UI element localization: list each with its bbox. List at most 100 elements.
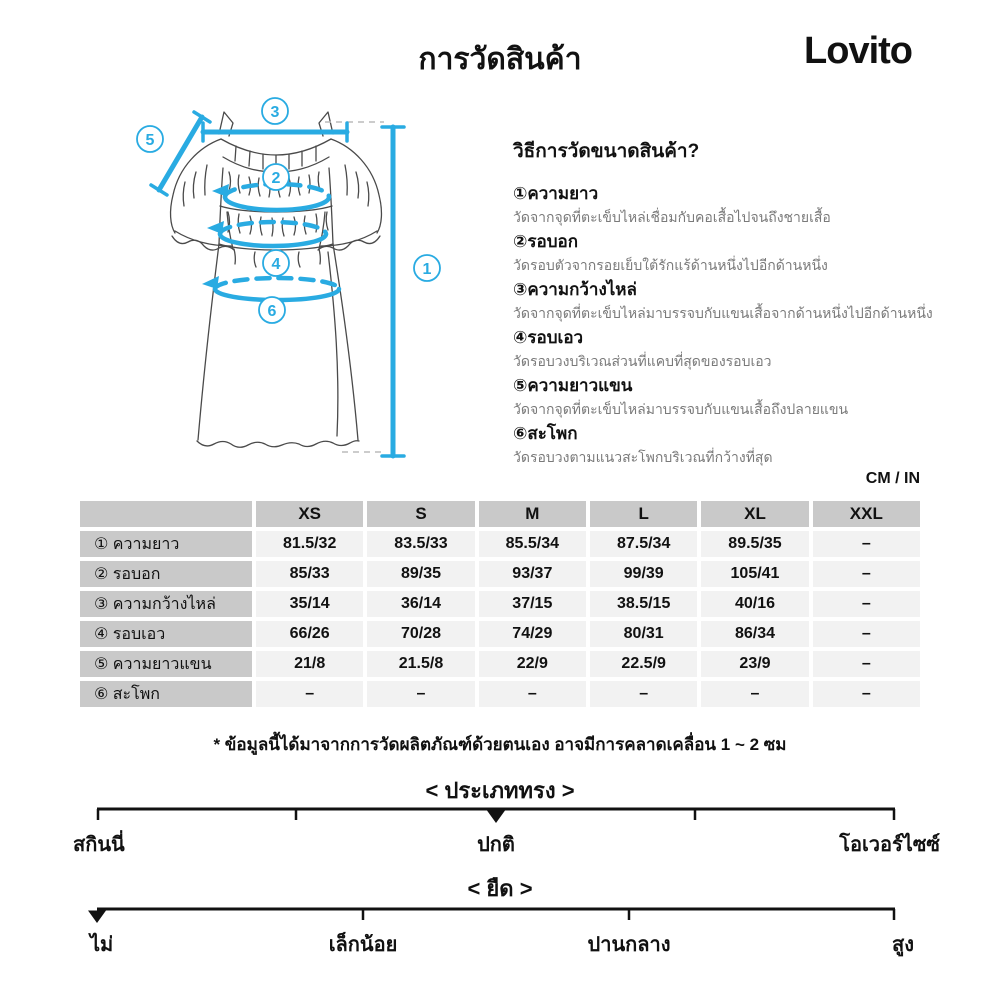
- row-label: ① ความยาว: [80, 531, 252, 557]
- waist-ellipse: [217, 231, 329, 249]
- marker-num-4: 4: [272, 256, 281, 273]
- instruction-label: ①ความยาว: [513, 184, 599, 203]
- marker-circle-5: [136, 125, 164, 153]
- marker-circle-4: [262, 249, 290, 277]
- row-label: ② รอบอก: [80, 561, 252, 587]
- instruction-label: ⑤ความยาวแขน: [513, 376, 633, 395]
- instruction-desc: วัดจากจุดที่ตะเข็บไหล่มาบรรจบกับแขนเสื้อ…: [513, 401, 849, 417]
- instruction-label: ⑥สะโพก: [513, 424, 578, 443]
- page-title: การวัดสินค้า: [418, 43, 582, 76]
- marker-num-2: 2: [272, 170, 281, 187]
- marker-num-3: 3: [271, 104, 280, 121]
- stretch-scale-label-medium: ปานกลาง: [587, 934, 671, 956]
- size-value: 89.5/35: [701, 531, 809, 557]
- size-value: 38.5/15: [590, 591, 698, 617]
- size-value: –: [812, 591, 920, 617]
- fit-selected-marker-icon: [487, 810, 505, 823]
- unit-label: CM / IN: [865, 470, 920, 487]
- instruction-label: ②รอบอก: [513, 232, 579, 251]
- size-col-header: L: [590, 501, 698, 527]
- stretch-scale-axis: [88, 907, 896, 923]
- instruction-item: ①ความยาว วัดจากจุดที่ตะเข็บไหล่เชื่อมกับ…: [513, 181, 968, 229]
- size-value: 22.5/9: [590, 651, 698, 677]
- size-col-header: XS: [256, 501, 364, 527]
- size-value: 70/28: [367, 621, 475, 647]
- stretch-selected-marker-icon: [88, 910, 106, 923]
- size-col-header: S: [367, 501, 475, 527]
- fit-scale-axis: [96, 807, 896, 823]
- stretch-scale-label-none: ไม่: [90, 934, 114, 956]
- instruction-label: ④รอบเอว: [513, 328, 584, 347]
- brand-logo: Lovito: [804, 30, 913, 72]
- size-value: 37/15: [478, 591, 586, 617]
- size-value: 85.5/34: [478, 531, 586, 557]
- instruction-desc: วัดจากจุดที่ตะเข็บไหล่มาบรรจบกับแขนเสื้อ…: [513, 305, 933, 321]
- row-label: ④ รอบเอว: [80, 621, 252, 647]
- row-label: ③ ความกว้างไหล่: [80, 591, 252, 617]
- size-value: 81.5/32: [256, 531, 364, 557]
- size-table: XS S M L XL XXL ① ความยาว 81.5/32 83.5/3…: [80, 501, 920, 707]
- fit-scale-label-oversize: โอเวอร์ไซซ์: [839, 834, 940, 856]
- measure-markers: 1 2 3 4 5 6: [136, 97, 441, 324]
- marker-circle-6: [258, 296, 286, 324]
- size-value: 74/29: [478, 621, 586, 647]
- instruction-item: ⑥สะโพก วัดรอบวงตามแนวสะโพกบริเวณที่กว้าง…: [513, 421, 968, 469]
- marker-num-6: 6: [268, 303, 277, 320]
- instruction-label: ③ความกว้างไหล่: [513, 280, 637, 299]
- fit-scale-title: < ประเภททรง >: [425, 778, 575, 803]
- corner-cell: [80, 501, 252, 527]
- instructions-heading: วิธีการวัดขนาดสินค้า?: [513, 141, 700, 162]
- size-value: 87.5/34: [590, 531, 698, 557]
- size-value: 85/33: [256, 561, 364, 587]
- instruction-item: ⑤ความยาวแขน วัดจากจุดที่ตะเข็บไหล่มาบรรจ…: [513, 373, 968, 421]
- size-value: 40/16: [701, 591, 809, 617]
- size-value: –: [812, 651, 920, 677]
- leader-lines: [325, 121, 386, 453]
- stretch-scale-title: < ยืด >: [467, 876, 533, 901]
- size-value: –: [701, 681, 809, 707]
- dress-diagram: 1 2 3 4 5 6: [136, 97, 441, 459]
- size-value: 23/9: [701, 651, 809, 677]
- instruction-item: ③ความกว้างไหล่ วัดจากจุดที่ตะเข็บไหล่มาบ…: [513, 277, 968, 325]
- size-value: –: [367, 681, 475, 707]
- size-value: –: [478, 681, 586, 707]
- size-value: 80/31: [590, 621, 698, 647]
- instructions-panel: วิธีการวัดขนาดสินค้า? ①ความยาว วัดจากจุด…: [513, 136, 968, 469]
- size-value: –: [812, 561, 920, 587]
- size-value: 21.5/8: [367, 651, 475, 677]
- stretch-scale-label-high: สูง: [892, 934, 914, 956]
- instruction-desc: วัดรอบวงบริเวณส่วนที่แคบที่สุดของรอบเอว: [513, 353, 772, 369]
- fit-scale-label-regular: ปกติ: [477, 834, 515, 856]
- size-value: 22/9: [478, 651, 586, 677]
- size-value: 93/37: [478, 561, 586, 587]
- stretch-scale-label-slight: เล็กน้อย: [328, 934, 398, 956]
- size-value: 35/14: [256, 591, 364, 617]
- marker-circle-1: [413, 254, 441, 282]
- size-value: 86/34: [701, 621, 809, 647]
- size-value: 83.5/33: [367, 531, 475, 557]
- size-value: –: [812, 681, 920, 707]
- size-value: 99/39: [590, 561, 698, 587]
- fit-scale-label-skinny: สกินนี่: [73, 834, 125, 856]
- size-chart-note: * ข้อมูลนี้ได้มาจากการวัดผลิตภัณฑ์ด้วยตน…: [213, 735, 787, 754]
- marker-circle-2: [262, 163, 290, 191]
- row-label: ⑥ สะโพก: [80, 681, 252, 707]
- size-value: –: [812, 531, 920, 557]
- size-value: 36/14: [367, 591, 475, 617]
- instruction-desc: วัดรอบตัวจากรอยเย็บใต้รักแร้ด้านหนึ่งไปอ…: [513, 257, 828, 273]
- size-col-header: XXL: [812, 501, 920, 527]
- size-value: 66/26: [256, 621, 364, 647]
- measurement-lines: [149, 110, 406, 459]
- marker-num-1: 1: [423, 261, 432, 278]
- row-label: ⑤ ความยาวแขน: [80, 651, 252, 677]
- size-value: 21/8: [256, 651, 364, 677]
- size-value: 89/35: [367, 561, 475, 587]
- instruction-desc: วัดรอบวงตามแนวสะโพกบริเวณที่กว้างที่สุด: [513, 449, 773, 465]
- size-col-header: M: [478, 501, 586, 527]
- size-value: 105/41: [701, 561, 809, 587]
- size-value: –: [256, 681, 364, 707]
- instruction-item: ②รอบอก วัดรอบตัวจากรอยเย็บใต้รักแร้ด้านห…: [513, 229, 968, 277]
- instruction-desc: วัดจากจุดที่ตะเข็บไหล่เชื่อมกับคอเสื้อไป…: [513, 209, 831, 225]
- marker-circle-3: [261, 97, 289, 125]
- sleeve-length-line: [156, 114, 205, 193]
